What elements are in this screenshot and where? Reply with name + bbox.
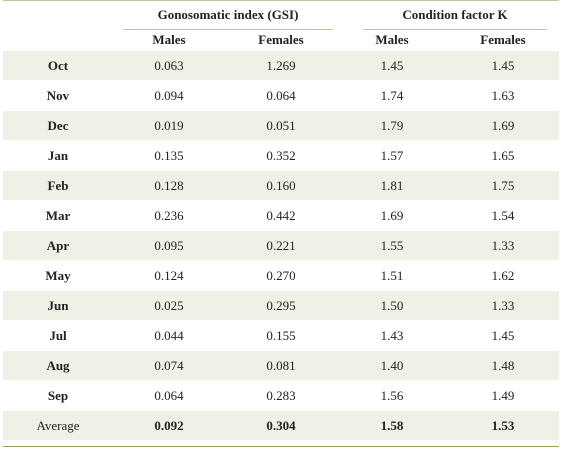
table-row: Feb 0.128 0.160 1.81 1.75: [3, 170, 559, 200]
gsi-males-cell: 0.044: [154, 327, 184, 343]
k-males-cell: 1.55: [380, 237, 404, 253]
k-males-cell: 1.56: [380, 387, 404, 403]
k-males-cell: 1.69: [380, 207, 404, 223]
subheader-k-females: Females: [480, 32, 526, 47]
k-males-cell: 1.51: [380, 267, 404, 283]
gsi-males-cell: 0.092: [154, 417, 184, 433]
k-females-cell: 1.69: [491, 117, 515, 133]
gsi-females-cell: 0.160: [266, 177, 296, 193]
gsi-females-cell: 0.081: [266, 357, 296, 373]
month-cell: Aug: [46, 357, 70, 373]
gsi-males-cell: 0.074: [154, 357, 184, 373]
k-females-cell: 1.65: [491, 147, 515, 163]
month-cell: Apr: [46, 237, 70, 253]
k-females-cell: 1.75: [491, 177, 515, 193]
gsi-group-rule: [123, 29, 333, 30]
k-females-cell: 1.54: [491, 207, 515, 223]
gsi-females-cell: 0.442: [266, 207, 296, 223]
k-females-cell: 1.33: [491, 237, 515, 253]
table-row: Jan 0.135 0.352 1.57 1.65: [3, 140, 559, 170]
k-males-cell: 1.74: [380, 87, 404, 103]
gsi-females-cell: 0.352: [266, 147, 296, 163]
month-cell: Feb: [47, 177, 69, 193]
gsi-females-cell: 0.155: [266, 327, 296, 343]
month-cell: Mar: [45, 207, 71, 223]
k-males-cell: 1.40: [380, 357, 404, 373]
table-row: Jun 0.025 0.295 1.50 1.33: [3, 290, 559, 320]
gsi-males-cell: 0.128: [154, 177, 184, 193]
gsi-females-cell: 0.304: [266, 417, 296, 433]
data-table: Gonosomatic index (GSI) Condition factor…: [3, 0, 559, 449]
k-females-cell: 1.45: [491, 57, 515, 73]
subheader-gsi-males: Males: [152, 32, 186, 47]
table-row: Jul 0.044 0.155 1.43 1.45: [3, 320, 559, 350]
average-row: Average 0.092 0.304 1.58 1.53: [3, 410, 559, 440]
table-row: Nov 0.094 0.064 1.74 1.63: [3, 80, 559, 110]
k-males-cell: 1.81: [380, 177, 404, 193]
table-row: May 0.124 0.270 1.51 1.62: [3, 260, 559, 290]
k-females-cell: 1.62: [491, 267, 515, 283]
table-row: Mar 0.236 0.442 1.69 1.54: [3, 200, 559, 230]
gsi-males-cell: 0.025: [154, 297, 184, 313]
month-cell: Jun: [47, 297, 69, 313]
gsi-males-cell: 0.064: [154, 387, 184, 403]
k-males-cell: 1.58: [380, 417, 404, 433]
month-cell: Jul: [49, 327, 67, 343]
k-females-cell: 1.53: [491, 417, 515, 433]
table-row: Sep 0.064 0.283 1.56 1.49: [3, 380, 559, 410]
k-males-cell: 1.43: [380, 327, 404, 343]
k-males-cell: 1.50: [380, 297, 404, 313]
table-row: Apr 0.095 0.221 1.55 1.33: [3, 230, 559, 260]
k-males-cell: 1.79: [380, 117, 404, 133]
subheader-k-males: Males: [375, 32, 409, 47]
subheader-row: Males Females Males Females: [3, 30, 559, 50]
gsi-females-cell: 0.295: [266, 297, 296, 313]
k-females-cell: 1.63: [491, 87, 515, 103]
k-group-rule: [363, 29, 547, 30]
subheader-blank: [3, 30, 113, 50]
gsi-males-cell: 0.019: [154, 117, 184, 133]
k-females-cell: 1.49: [491, 387, 515, 403]
month-cell: Oct: [47, 57, 69, 73]
gsi-males-cell: 0.236: [154, 207, 184, 223]
subheader-gsi-females: Females: [258, 32, 304, 47]
gsi-females-cell: 0.064: [266, 87, 296, 103]
k-males-cell: 1.45: [380, 57, 404, 73]
gsi-males-cell: 0.124: [154, 267, 184, 283]
gsi-males-cell: 0.094: [154, 87, 184, 103]
k-females-cell: 1.48: [491, 357, 515, 373]
k-males-cell: 1.57: [380, 147, 404, 163]
bottom-rule: [3, 446, 559, 447]
top-rule: [3, 0, 559, 1]
gsi-females-cell: 0.051: [266, 117, 296, 133]
month-cell: Nov: [46, 87, 70, 103]
table-row: Dec 0.019 0.051 1.79 1.69: [3, 110, 559, 140]
month-cell: Sep: [47, 387, 69, 403]
gsi-females-cell: 1.269: [266, 57, 296, 73]
table-row: Oct 0.063 1.269 1.45 1.45: [3, 50, 559, 80]
table-body: Oct 0.063 1.269 1.45 1.45 Nov 0.094 0.06…: [3, 50, 559, 440]
header-gsi: Gonosomatic index (GSI): [157, 7, 299, 22]
gsi-females-cell: 0.270: [266, 267, 296, 283]
header-condition-factor: Condition factor K: [402, 7, 508, 22]
gsi-males-cell: 0.063: [154, 57, 184, 73]
k-females-cell: 1.45: [491, 327, 515, 343]
table-row: Aug 0.074 0.081 1.40 1.48: [3, 350, 559, 380]
month-cell: May: [45, 267, 71, 283]
month-cell: Average: [36, 417, 80, 433]
gsi-females-cell: 0.221: [266, 237, 296, 253]
k-females-cell: 1.33: [491, 297, 515, 313]
month-cell: Jan: [47, 147, 69, 163]
gsi-females-cell: 0.283: [266, 387, 296, 403]
month-cell: Dec: [47, 117, 69, 133]
gsi-males-cell: 0.135: [154, 147, 184, 163]
gsi-males-cell: 0.095: [154, 237, 184, 253]
